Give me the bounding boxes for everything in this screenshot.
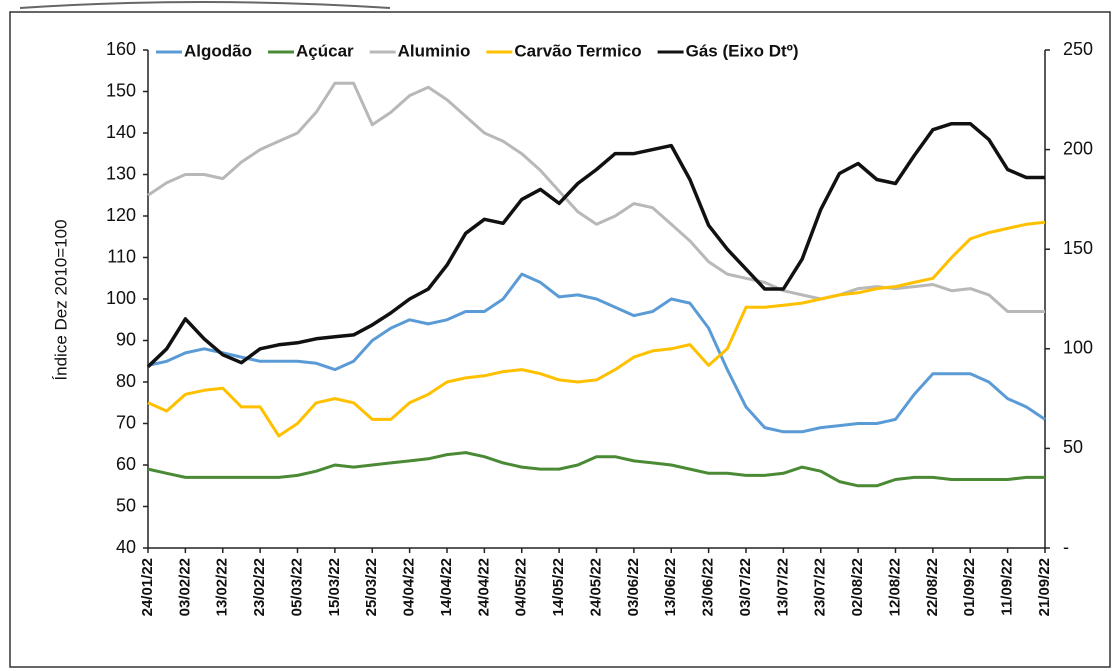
- x-tick-label: 05/03/22: [288, 558, 305, 616]
- x-tick-label: 24/01/22: [139, 558, 156, 616]
- x-tick-label: 25/03/22: [363, 558, 380, 616]
- series-line: [147, 272, 1046, 434]
- cropped-shape: [19, 1, 391, 9]
- x-tick-label: 04/05/22: [513, 558, 530, 616]
- y-tick-label: 40: [116, 537, 136, 557]
- legend-label: Algodão: [184, 41, 252, 60]
- x-tick-label: 14/05/22: [550, 558, 567, 616]
- x-tick-label: 23/06/22: [700, 558, 717, 616]
- series-line: [147, 451, 1045, 488]
- x-tick-label: 15/03/22: [326, 558, 343, 616]
- x-tick-label: 03/02/22: [176, 558, 193, 616]
- series-line: [146, 121, 1045, 368]
- x-tick-label: 24/04/22: [475, 558, 492, 616]
- y-tick-label: 80: [116, 371, 136, 391]
- legend-label: Carvão Termico: [514, 41, 641, 60]
- y-tick-label: 110: [107, 246, 136, 266]
- x-tick-label: 23/07/22: [812, 558, 829, 616]
- x-tick-label: 03/06/22: [625, 558, 642, 616]
- x-tick-label: 13/07/22: [774, 558, 791, 616]
- x-tick-label: 03/07/22: [737, 558, 754, 616]
- legend-label: Gás (Eixo Dtº): [686, 41, 799, 60]
- chart-frame: [9, 11, 1111, 668]
- series-line: [147, 81, 1045, 313]
- x-tick-label: 13/06/22: [662, 558, 679, 616]
- y-tick-label: 120: [106, 205, 136, 225]
- y-tick-label: 130: [106, 163, 136, 183]
- x-tick-label: 24/05/22: [587, 558, 604, 616]
- y2-tick-label: 50: [1063, 437, 1083, 457]
- series-line: [147, 220, 1046, 438]
- y2-tick-label: 150: [1063, 238, 1093, 258]
- y-tick-label: 150: [106, 80, 136, 100]
- x-tick-label: 14/04/22: [438, 558, 455, 616]
- x-tick-label: 11/09/22: [999, 558, 1016, 616]
- legend-label: Açúcar: [296, 41, 354, 60]
- x-tick-label: 12/08/22: [886, 558, 903, 616]
- y2-tick-label: -: [1063, 537, 1069, 557]
- y-axis-label: Índice Dez 2010=100: [51, 219, 70, 380]
- x-tick-label: 02/08/22: [849, 558, 866, 616]
- x-tick-label: 13/02/22: [214, 558, 231, 616]
- x-tick-label: 04/04/22: [401, 558, 418, 616]
- y2-tick-label: 200: [1063, 138, 1093, 158]
- x-tick-label: 21/09/22: [1036, 558, 1053, 616]
- y-tick-label: 90: [116, 329, 136, 349]
- y-tick-label: 100: [106, 288, 136, 308]
- y-tick-label: 50: [116, 495, 136, 515]
- x-tick-label: 22/08/22: [924, 558, 941, 616]
- y2-tick-label: 250: [1063, 39, 1093, 59]
- legend-label: Aluminio: [398, 41, 471, 60]
- x-tick-label: 01/09/22: [961, 558, 978, 616]
- y-tick-label: 160: [106, 39, 136, 59]
- y-tick-label: 140: [106, 122, 136, 142]
- y-tick-label: 60: [116, 454, 136, 474]
- x-tick-label: 23/02/22: [251, 558, 268, 616]
- y2-tick-label: 100: [1063, 338, 1093, 358]
- y-tick-label: 70: [116, 412, 136, 432]
